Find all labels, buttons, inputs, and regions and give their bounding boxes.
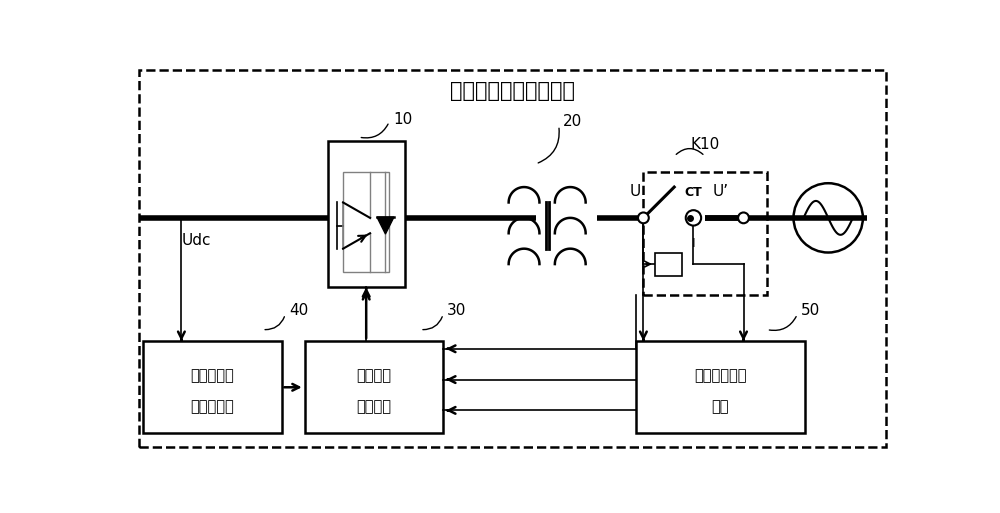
Text: 压检测电路: 压检测电路: [190, 399, 234, 414]
Text: 逆变器并: 逆变器并: [356, 368, 391, 383]
Text: 50: 50: [801, 303, 820, 318]
Text: 10: 10: [393, 112, 412, 127]
Bar: [143, 341, 282, 433]
Text: 30: 30: [447, 303, 466, 318]
Text: 直流母线电: 直流母线电: [190, 368, 234, 383]
Circle shape: [738, 212, 749, 223]
Text: 40: 40: [289, 303, 308, 318]
Text: U: U: [630, 184, 641, 199]
Text: Udc: Udc: [181, 233, 211, 248]
Text: I: I: [692, 237, 695, 250]
Text: 并网电压检测: 并网电压检测: [694, 368, 747, 383]
Circle shape: [638, 212, 649, 223]
Polygon shape: [377, 217, 394, 234]
Text: 中压光伏并网逆变系统: 中压光伏并网逆变系统: [450, 81, 575, 101]
Text: U’: U’: [713, 184, 729, 199]
Bar: [655, 252, 682, 275]
Bar: [343, 172, 389, 272]
Bar: [636, 341, 805, 433]
Bar: [643, 172, 767, 295]
Bar: [305, 341, 443, 433]
Text: K10: K10: [690, 137, 720, 152]
Text: CT: CT: [685, 186, 702, 199]
Bar: [328, 141, 405, 287]
Text: 20: 20: [563, 114, 582, 129]
Text: 网控制器: 网控制器: [356, 399, 391, 414]
Text: 电路: 电路: [712, 399, 729, 414]
